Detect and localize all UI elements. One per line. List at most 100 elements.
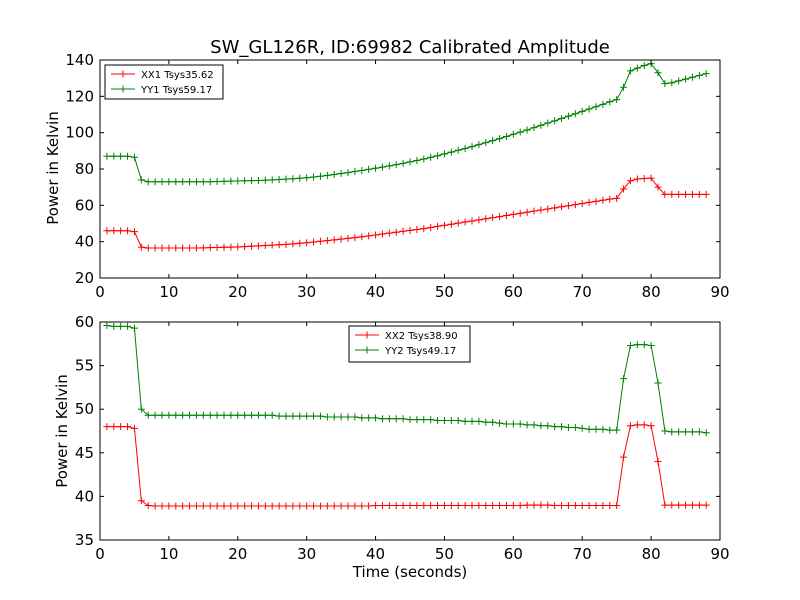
data-point [578,200,586,208]
data-point [440,221,448,229]
x-tick-label: 50 [435,283,454,301]
data-point [688,73,696,81]
data-point [654,183,662,191]
data-point [447,417,455,425]
data-point [103,423,111,431]
data-point [592,197,600,205]
data-point [323,171,331,179]
data-point [558,502,566,510]
data-point [668,190,676,198]
data-point [523,501,531,509]
data-point [110,227,118,235]
data-point [682,501,690,509]
data-point [296,502,304,510]
plot-frame [99,59,721,279]
data-point [385,502,393,510]
data-point [695,501,703,509]
data-point [192,411,200,419]
data-point [427,416,435,424]
data-point [399,227,407,235]
data-point [110,322,118,330]
data-point [585,502,593,510]
data-point [571,110,579,118]
data-point [254,502,262,510]
data-point [640,174,648,182]
data-point [578,424,586,432]
data-point [385,162,393,170]
x-tick-label: 40 [366,545,385,563]
data-point [365,165,373,173]
y-tick-label: 60 [75,313,94,331]
data-point [523,126,531,134]
data-point [378,415,386,423]
data-point [599,100,607,108]
data-point [117,423,125,431]
data-point [330,413,338,421]
data-point [702,501,710,509]
data-point [234,243,242,251]
data-point [406,158,414,166]
data-point [688,501,696,509]
data-point [489,137,497,145]
data-point [585,198,593,206]
y-tick-label: 20 [75,269,94,287]
data-point [117,152,125,160]
data-point [282,240,290,248]
x-tick-label: 50 [435,545,454,563]
data-point [640,61,648,69]
data-point [254,176,262,184]
data-point [220,502,228,510]
data-point [206,244,214,252]
data-point [199,411,207,419]
data-point [289,175,297,183]
data-point [378,163,386,171]
data-point [248,177,256,185]
data-point [358,502,366,510]
data-point [213,411,221,419]
data-point [502,132,510,140]
data-point [310,412,318,420]
data-point [413,225,421,233]
data-point [647,342,655,350]
data-point [585,425,593,433]
data-point [399,415,407,423]
data-point [358,233,366,241]
data-point [695,190,703,198]
data-point [316,172,324,180]
data-point [564,424,572,432]
data-point [151,411,159,419]
data-point [289,240,297,248]
data-point [351,502,359,510]
data-point [440,150,448,158]
data-point [124,152,132,160]
data-point [344,169,352,177]
data-point [633,421,641,429]
data-point [103,152,111,160]
legend-entry: XX1 Tsys35.62 [141,70,214,81]
data-point [606,502,614,510]
data-point [509,130,517,138]
data-point [372,164,380,172]
x-axis-label: Time (seconds) [352,563,468,581]
data-point [544,501,552,509]
data-point [592,103,600,111]
data-point [199,178,207,186]
data-point [447,220,455,228]
data-point [454,219,462,227]
data-point [186,178,194,186]
data-point [296,412,304,420]
data-point [626,422,634,430]
data-point [399,159,407,167]
data-point [406,226,414,234]
x-tick-label: 80 [642,545,661,563]
legend-entry: XX2 Tsys38.90 [385,331,458,342]
data-point [392,502,400,510]
data-point [585,105,593,113]
data-point [558,114,566,122]
data-point [537,206,545,214]
data-point [537,121,545,129]
data-point [516,502,524,510]
data-point [675,501,683,509]
data-point [571,424,579,432]
